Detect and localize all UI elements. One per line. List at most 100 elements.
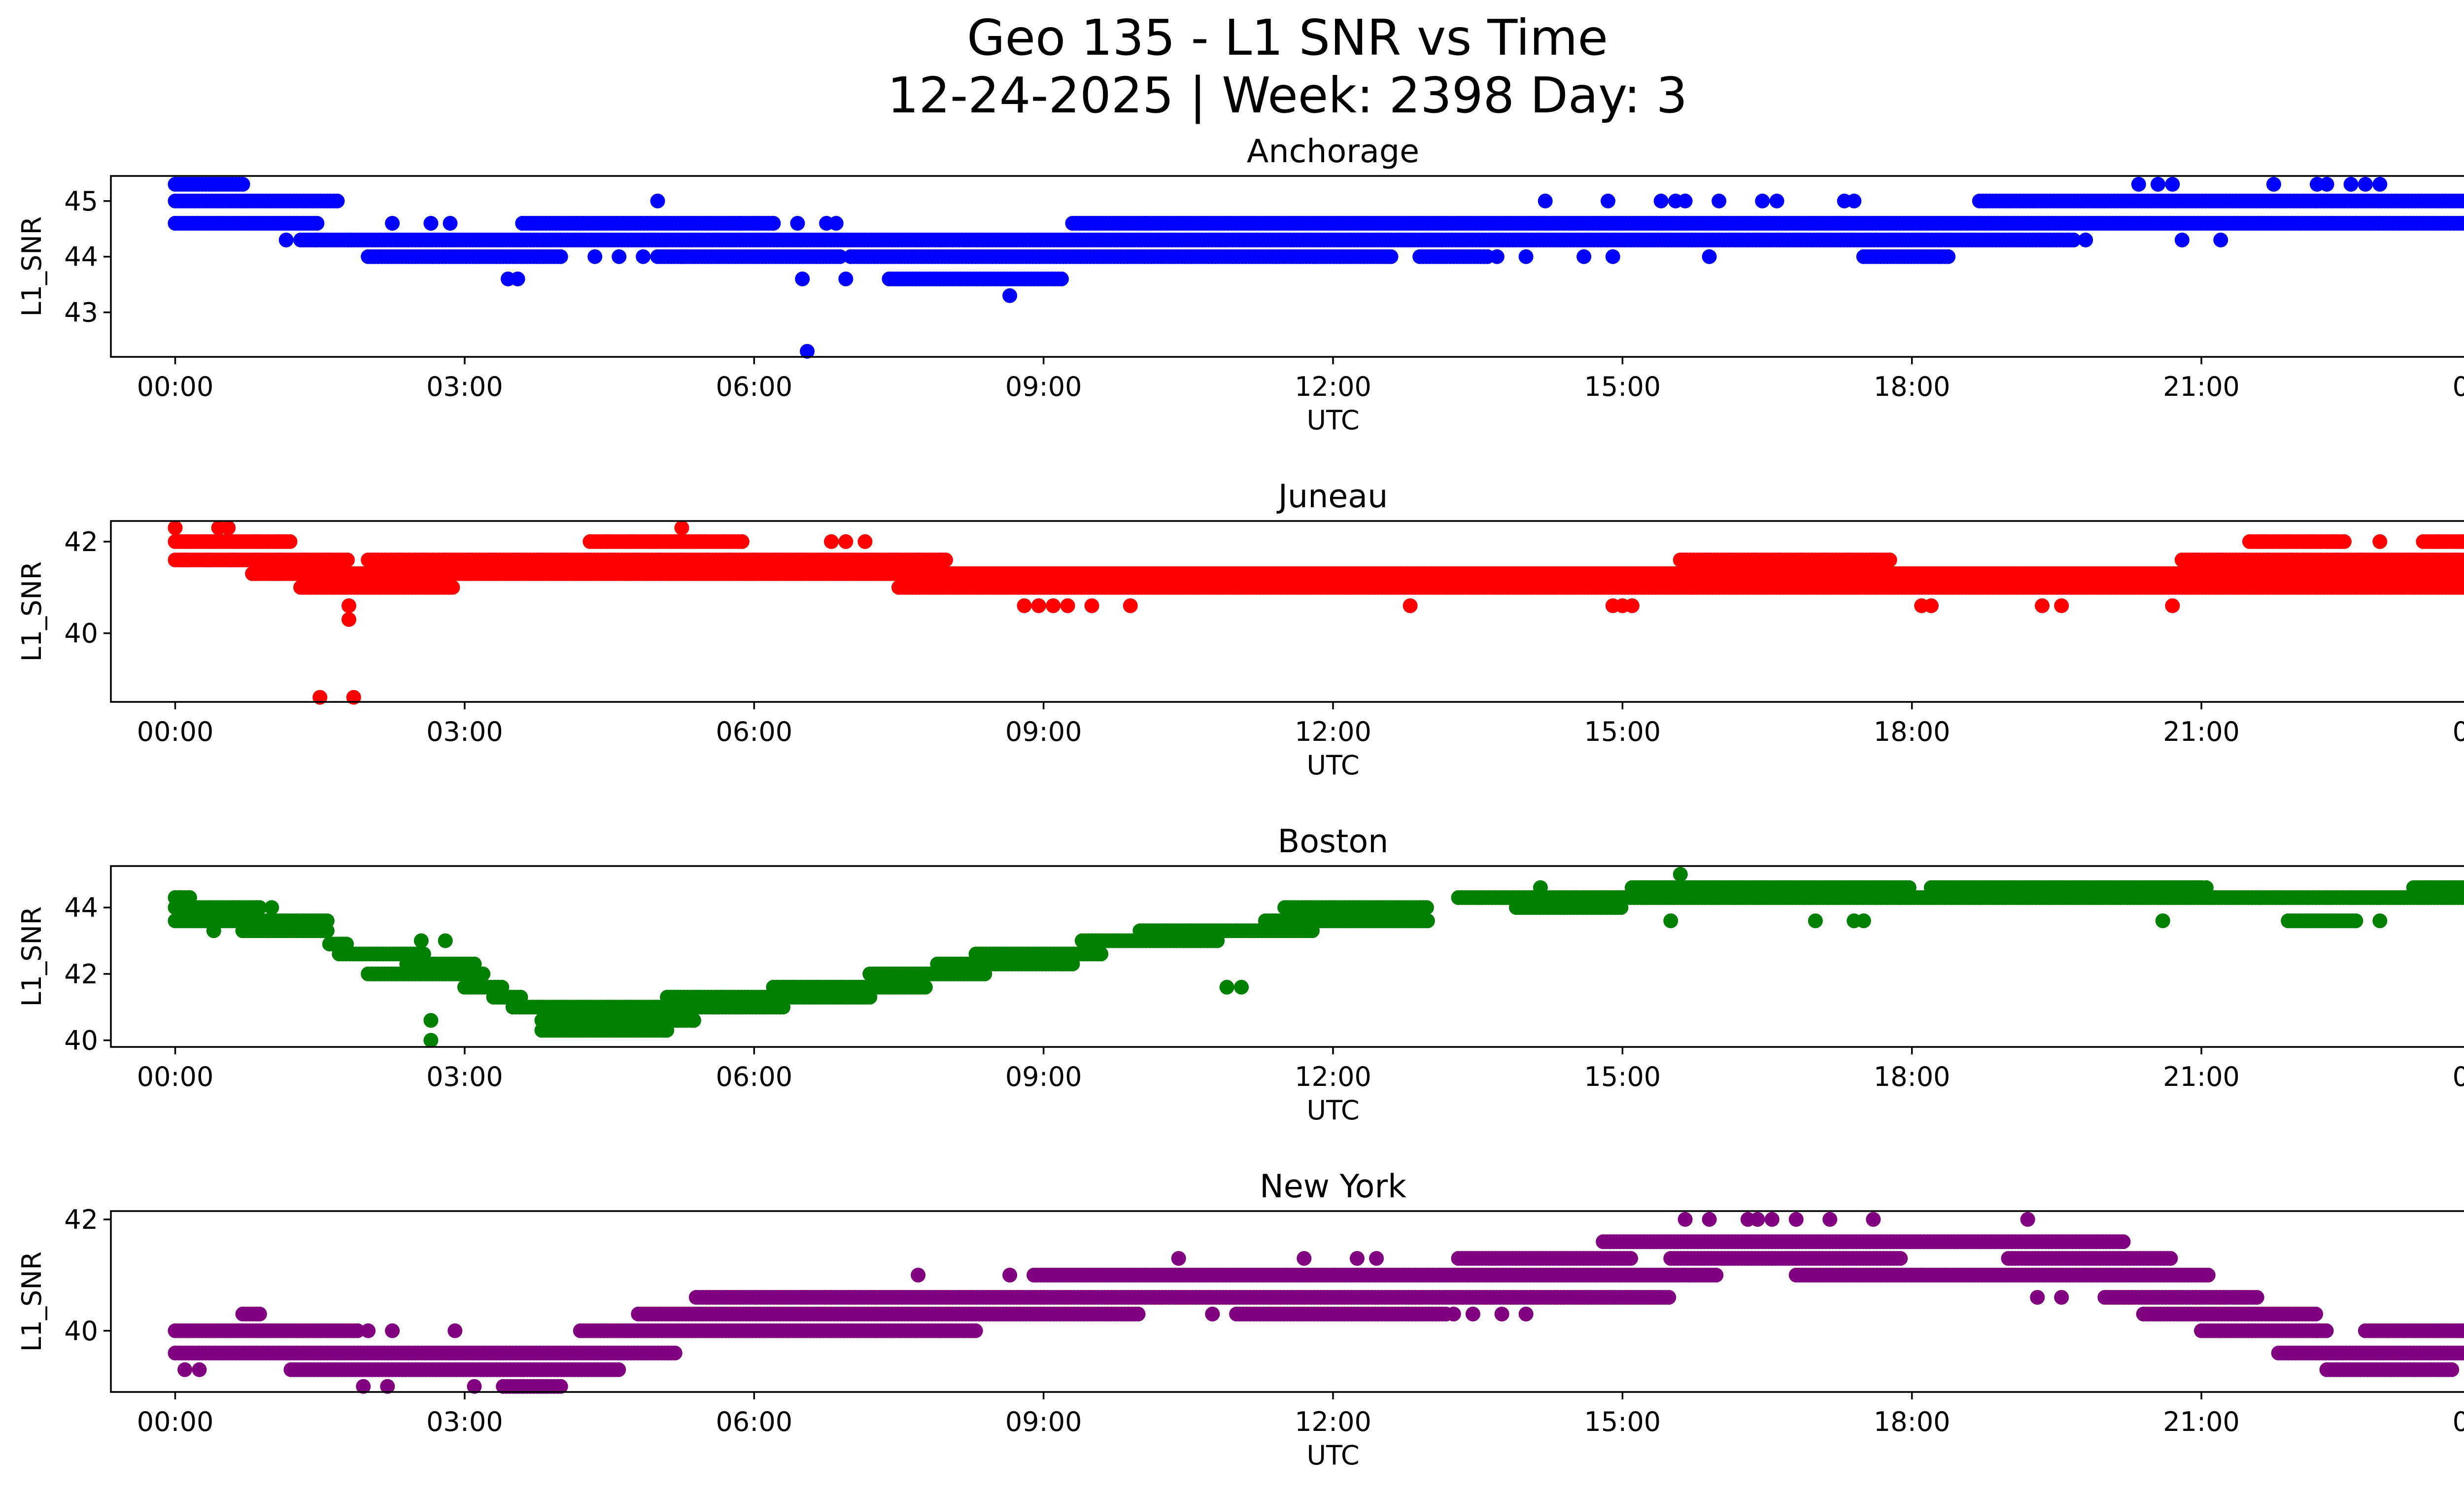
data-point: [2348, 913, 2363, 929]
data-point: [1601, 193, 1615, 209]
y-tick-label: 40: [64, 1025, 98, 1056]
x-tick-label: 15:00: [1584, 371, 1661, 402]
data-point: [650, 193, 665, 209]
data-point: [2174, 232, 2190, 247]
x-axis-label: UTC: [1306, 405, 1359, 436]
x-tick-label: 21:00: [2163, 716, 2240, 747]
data-point: [828, 216, 844, 231]
data-point: [832, 249, 848, 264]
data-point: [2458, 194, 2464, 209]
data-point: [1046, 598, 1061, 613]
data-point: [2358, 176, 2373, 192]
data-point: [857, 534, 873, 549]
x-tick-label: 03:00: [426, 371, 503, 402]
chart-panel-new-york: 00:00 03:00 06:00 09:00 12:00 15:00 18:00 21:00…: [16, 1168, 2464, 1471]
data-point: [734, 534, 750, 549]
data-point: [221, 520, 236, 535]
data-point: [1711, 193, 1727, 209]
x-tick-label: 00:00: [137, 1061, 214, 1092]
data-point: [1304, 923, 1320, 939]
data-point: [1137, 216, 1153, 231]
series-markers: [168, 1212, 2464, 1394]
x-tick-label: 12:00: [1295, 1061, 1371, 1092]
data-point: [2151, 176, 2165, 192]
y-tick-label: 45: [64, 186, 98, 217]
chart-panel-juneau: 00:00 03:00 06:00 09:00 12:00 15:00 18:00 21:00…: [16, 478, 2464, 781]
data-point: [790, 216, 805, 231]
data-point: [2213, 232, 2228, 247]
data-point: [1065, 956, 1080, 972]
data-point: [510, 271, 525, 286]
figure-title-line-2: 12-24-2025 | Week: 2398 Day: 3: [887, 67, 1688, 124]
data-point: [282, 534, 298, 549]
data-point: [1403, 598, 1418, 613]
data-point: [1882, 553, 1897, 567]
data-point: [1624, 598, 1640, 613]
x-tick-label: 00:00: [2453, 1061, 2464, 1092]
x-tick-label: 15:00: [1584, 716, 1661, 747]
data-point: [838, 534, 854, 549]
data-point: [659, 1023, 675, 1038]
data-point: [838, 271, 854, 286]
data-point: [2336, 534, 2352, 549]
x-tick-label: 12:00: [1295, 716, 1371, 747]
data-point: [1673, 867, 1688, 882]
y-axis-label: L1_SNR: [16, 216, 47, 317]
data-point: [918, 979, 933, 995]
data-point: [1419, 900, 1434, 915]
data-point: [515, 216, 530, 231]
data-point: [264, 900, 279, 915]
subplot-title: Juneau: [1276, 478, 1388, 515]
data-point: [423, 1013, 439, 1028]
data-point: [686, 1013, 701, 1028]
x-tick-label: 18:00: [1874, 716, 1951, 747]
series-markers: [168, 520, 2464, 705]
data-point: [1017, 598, 1032, 613]
data-point: [1420, 913, 1435, 929]
data-point: [2054, 598, 2069, 613]
data-point: [1234, 979, 1249, 995]
data-point: [1605, 249, 1620, 264]
data-point: [2184, 880, 2199, 895]
figure-title: Geo 135 - L1 SNR vs Time 12-24-2025 | We…: [0, 9, 2464, 124]
data-point: [553, 249, 568, 264]
data-point: [2066, 232, 2081, 247]
chart-panel-boston: 00:00 03:00 06:00 09:00 12:00 15:00 18:00 21:00…: [16, 823, 2464, 1126]
data-point: [423, 1033, 439, 1048]
data-point: [340, 553, 355, 567]
data-point: [2372, 534, 2388, 549]
data-point: [1084, 598, 1099, 613]
data-point: [1663, 913, 1678, 929]
x-tick-label: 00:00: [2453, 716, 2464, 747]
data-point: [752, 216, 767, 231]
data-point: [2372, 913, 2388, 929]
data-point: [1489, 249, 1505, 264]
data-point: [1941, 249, 1956, 264]
data-point: [862, 990, 878, 1005]
x-tick-label: 00:00: [2453, 371, 2464, 402]
data-point: [1031, 598, 1046, 613]
data-point: [938, 553, 953, 567]
subplot-title: Anchorage: [1247, 133, 1419, 170]
data-point: [342, 612, 356, 627]
data-point: [2155, 913, 2170, 929]
data-point: [423, 216, 439, 231]
data-point: [1923, 598, 1939, 613]
x-tick-label: 06:00: [716, 716, 792, 747]
data-point: [2078, 232, 2093, 247]
data-point: [1219, 979, 1234, 995]
x-tick-label: 15:00: [1584, 1061, 1661, 1092]
x-tick-label: 09:00: [1005, 371, 1082, 402]
data-point: [1653, 193, 1669, 209]
data-point: [776, 1000, 790, 1015]
data-point: [182, 890, 197, 905]
y-axis-label: L1_SNR: [16, 561, 47, 662]
data-point: [438, 933, 453, 948]
data-point: [235, 176, 250, 192]
data-point: [674, 249, 689, 264]
data-point: [1702, 249, 1717, 264]
data-point: [587, 249, 603, 264]
data-point: [413, 933, 429, 948]
x-tick-label: 21:00: [2163, 371, 2240, 402]
data-point: [1123, 598, 1138, 613]
